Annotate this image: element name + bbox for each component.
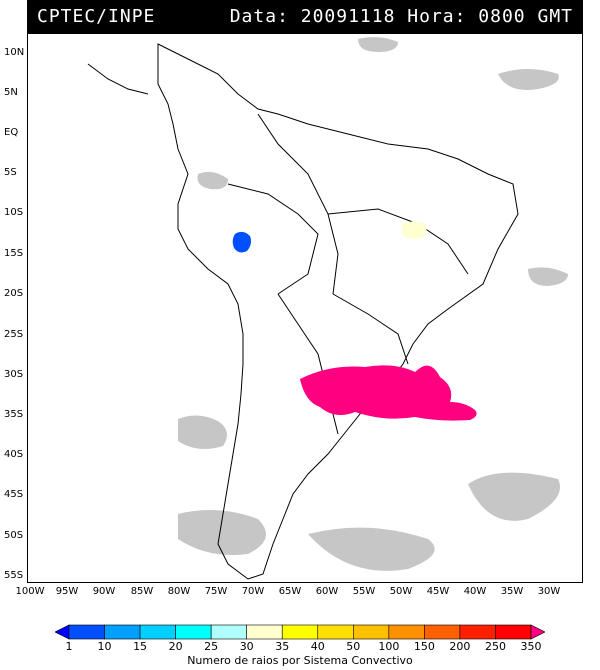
scale-label: 30 [239, 640, 254, 653]
legend-cell [210, 624, 247, 640]
coastlines [87, 43, 519, 580]
central-america-outline [87, 63, 149, 95]
lat-label: 10N [4, 47, 25, 58]
lat-label: 35S [4, 409, 24, 420]
cloud-patch [178, 415, 227, 450]
scale-label: 20 [168, 640, 183, 653]
scale-label: 150 [413, 640, 435, 653]
border-line [257, 113, 339, 295]
lon-label: 90W [92, 586, 116, 597]
legend-cell [317, 624, 354, 640]
lat-label: 5S [4, 167, 17, 178]
legend-cell [104, 624, 141, 640]
border-line [277, 293, 339, 435]
legend-cell [530, 624, 546, 640]
legend-cell [139, 624, 176, 640]
legend-cell [68, 624, 105, 640]
legend-cell [495, 624, 532, 640]
cloud-patch [498, 69, 559, 90]
map-canvas [87, 37, 568, 580]
cloud-patch [528, 267, 568, 286]
lat-label: EQ [4, 127, 19, 138]
cloud-patch [468, 472, 560, 521]
scale-label: 100 [378, 640, 400, 653]
border-line [227, 183, 319, 295]
legend-cell [246, 624, 283, 640]
legend-cell [281, 624, 319, 640]
lon-label: 40W [463, 586, 487, 597]
lat-label: 20S [4, 288, 24, 299]
lat-label: 40S [4, 449, 24, 460]
system-southern-brazil [300, 365, 477, 421]
lat-label: 15S [4, 248, 24, 259]
scale-label: 200 [449, 640, 471, 653]
lon-label: 70W [241, 586, 265, 597]
lon-label: 50W [389, 586, 413, 597]
color-legend: 1 10 15 20 25 30 35 40 50 100 150 200 250 350 Numero … [54, 624, 546, 667]
lat-label: 45S [4, 489, 24, 500]
lon-label: 80W [167, 586, 191, 597]
scale-label: 250 [484, 640, 506, 653]
legend-cell [353, 624, 390, 640]
lon-label: 35W [500, 586, 524, 597]
scale-label: 50 [346, 640, 361, 653]
cloud-patch [308, 527, 435, 571]
south-america-outline [157, 43, 519, 580]
scale-label: 40 [310, 640, 325, 653]
cloud-layer [178, 37, 568, 571]
border-line [327, 208, 469, 275]
legend-cell [175, 624, 212, 640]
scale-label: 10 [97, 640, 112, 653]
system-bolivia [232, 231, 251, 253]
lat-label: 55S [4, 570, 24, 581]
lon-label: 60W [315, 586, 339, 597]
legend-cell [54, 624, 70, 640]
map-frame [27, 33, 583, 583]
lon-label: 95W [55, 586, 79, 597]
legend-cell [424, 624, 461, 640]
scale-label: 1 [65, 640, 73, 653]
header-bar: CPTEC/INPE Data: 20091118 Hora: 0800 GMT [27, 0, 583, 33]
lon-label: 100W [15, 586, 45, 597]
cloud-patch [358, 37, 398, 52]
border-line [332, 293, 409, 365]
lat-label: 25S [4, 329, 24, 340]
system-central-brazil [401, 221, 427, 239]
lat-label: 10S [4, 207, 24, 218]
lon-label: 85W [130, 586, 154, 597]
scale-label: 15 [133, 640, 148, 653]
lon-label: 75W [204, 586, 228, 597]
cloud-patch [197, 171, 228, 190]
source-label: CPTEC/INPE [37, 6, 156, 27]
datetime-label: Data: 20091118 Hora: 0800 GMT [229, 6, 573, 27]
color-bar [54, 624, 546, 640]
legend-title: Numero de raios por Sistema Convectivo [187, 654, 413, 667]
lon-label: 30W [537, 586, 561, 597]
lon-label: 55W [352, 586, 376, 597]
lat-label: 30S [4, 369, 24, 380]
lon-label: 65W [278, 586, 302, 597]
cloud-patch [178, 510, 266, 555]
lat-label: 50S [4, 530, 24, 541]
legend-cell [388, 624, 425, 640]
scale-label: 25 [204, 640, 219, 653]
scale-label: 35 [275, 640, 290, 653]
legend-cell [459, 624, 496, 640]
lat-label: 5N [4, 87, 18, 98]
scale-label: 350 [520, 640, 542, 653]
lon-label: 45W [426, 586, 450, 597]
